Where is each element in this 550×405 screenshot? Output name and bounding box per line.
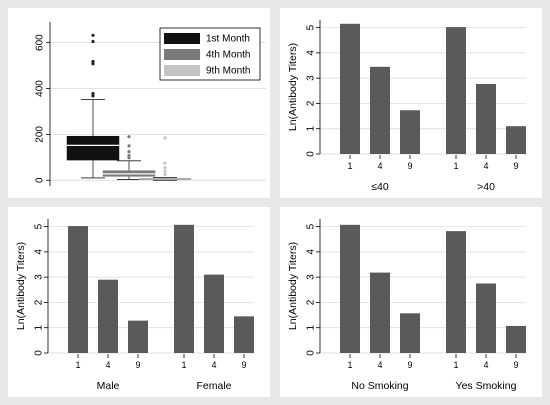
y-tick-label: 5 bbox=[34, 223, 45, 229]
x-tick-label: 9 bbox=[513, 161, 518, 171]
box-outlier bbox=[91, 59, 95, 64]
y-tick-label: 2 bbox=[306, 100, 317, 106]
y-tick-label: 1 bbox=[306, 125, 317, 131]
legend-swatch bbox=[164, 65, 200, 76]
box-outlier bbox=[163, 172, 167, 177]
box-outlier bbox=[127, 144, 131, 148]
bar bbox=[476, 83, 496, 154]
y-tick-label: 5 bbox=[306, 223, 317, 229]
x-tick-label: 9 bbox=[135, 360, 140, 370]
smoking-bar-chart: 0 1 2 3 4 5 Ln(Antibody Titers) 1 4 9 No Smoking 1 4… bbox=[287, 219, 526, 392]
group-label: ≤40 bbox=[371, 181, 389, 193]
group-label: Yes Smoking bbox=[456, 380, 517, 392]
bar bbox=[234, 316, 254, 353]
x-tick-label: 9 bbox=[513, 360, 518, 370]
box-outlier bbox=[163, 169, 167, 173]
y-tick-label: 400 bbox=[35, 80, 46, 97]
legend-swatch bbox=[164, 49, 200, 60]
x-tick-label: 9 bbox=[407, 360, 412, 370]
y-tick-label: 1 bbox=[34, 324, 45, 330]
y-tick-label: 3 bbox=[34, 274, 45, 280]
legend-label: 1st Month bbox=[206, 34, 250, 45]
box-outlier bbox=[163, 161, 167, 165]
bar bbox=[446, 231, 466, 353]
age-bar-chart: 0 1 2 3 4 5 Ln(Antibody Titers) 1 4 9 ≤40 1 4 9 >40 bbox=[287, 20, 526, 193]
x-tick-label: 1 bbox=[181, 360, 186, 370]
x-tick-label: 1 bbox=[453, 360, 458, 370]
bar bbox=[68, 226, 88, 353]
box-outlier bbox=[127, 149, 131, 154]
y-axis-title: Ln(Antibody Titers) bbox=[15, 242, 27, 330]
y-tick-label: 0 bbox=[35, 177, 46, 183]
y-tick-label: 3 bbox=[306, 75, 317, 81]
bar bbox=[340, 224, 360, 353]
y-tick-label: 0 bbox=[306, 350, 317, 356]
legend-swatch bbox=[164, 33, 200, 44]
group-label: Male bbox=[97, 380, 120, 392]
x-tick-label: 9 bbox=[241, 360, 246, 370]
box-iqr bbox=[66, 135, 120, 161]
x-tick-label: 1 bbox=[347, 161, 352, 171]
box-outlier bbox=[91, 94, 95, 98]
bar bbox=[174, 224, 194, 353]
sex-bar-chart: 0 1 2 3 4 5 Ln(Antibody Titers) 1 4 9 Male 1 4 9 Femal… bbox=[15, 219, 254, 392]
bar bbox=[400, 110, 420, 154]
bar bbox=[204, 274, 224, 353]
boxplot-chart: 0 200 400 600 1st Month 4th Month 9th Month bbox=[35, 22, 266, 186]
y-tick-label: 1 bbox=[306, 324, 317, 330]
y-axis-title: Ln(Antibody Titers) bbox=[287, 43, 299, 131]
bar bbox=[370, 66, 390, 154]
bar bbox=[370, 272, 390, 353]
box-outlier bbox=[91, 62, 95, 66]
y-tick-label: 4 bbox=[34, 249, 45, 255]
bar bbox=[446, 27, 466, 154]
x-tick-label: 4 bbox=[483, 360, 488, 370]
y-tick-label: 5 bbox=[306, 24, 317, 30]
x-tick-label: 4 bbox=[211, 360, 216, 370]
smoking-bar-panel: 0 1 2 3 4 5 Ln(Antibody Titers) 1 4 9 No Smoking 1 4… bbox=[280, 207, 542, 397]
y-tick-label: 0 bbox=[306, 151, 317, 157]
box-outlier bbox=[91, 33, 95, 37]
y-tick-label: 2 bbox=[306, 299, 317, 305]
x-tick-label: 1 bbox=[75, 360, 80, 370]
y-tick-label: 0 bbox=[34, 350, 45, 356]
bar bbox=[506, 325, 526, 353]
y-tick-label: 2 bbox=[34, 299, 45, 305]
boxplot-panel: 0 200 400 600 1st Month 4th Month 9th Month bbox=[8, 8, 270, 198]
y-tick-label: 600 bbox=[35, 34, 46, 51]
x-tick-label: 1 bbox=[347, 360, 352, 370]
x-tick-label: 9 bbox=[407, 161, 412, 171]
box-outlier bbox=[91, 39, 95, 44]
group-label: No Smoking bbox=[351, 380, 408, 392]
sex-bar-panel: 0 1 2 3 4 5 Ln(Antibody Titers) 1 4 9 Male 1 4 9 Femal… bbox=[8, 207, 270, 397]
bar bbox=[506, 126, 526, 154]
y-tick-label: 4 bbox=[306, 249, 317, 255]
x-tick-label: 4 bbox=[377, 360, 382, 370]
y-axis-title: Ln(Antibody Titers) bbox=[287, 242, 299, 330]
x-tick-label: 4 bbox=[377, 161, 382, 171]
bar bbox=[340, 23, 360, 155]
group-label: >40 bbox=[477, 181, 495, 193]
bar bbox=[128, 320, 148, 353]
y-tick-label: 4 bbox=[306, 50, 317, 56]
legend-label: 4th Month bbox=[206, 50, 250, 61]
bar bbox=[98, 279, 118, 353]
bar bbox=[476, 283, 496, 353]
box-outlier bbox=[127, 156, 131, 160]
x-tick-label: 4 bbox=[483, 161, 488, 171]
box-outlier bbox=[163, 166, 167, 170]
y-tick-label: 3 bbox=[306, 274, 317, 280]
group-label: Female bbox=[196, 380, 231, 392]
box-outlier bbox=[91, 91, 95, 96]
age-bar-panel: 0 1 2 3 4 5 Ln(Antibody Titers) 1 4 9 ≤40 1 4 9 >40 bbox=[280, 8, 542, 198]
y-tick-label: 200 bbox=[35, 126, 46, 143]
box-outlier bbox=[127, 153, 131, 158]
bar bbox=[400, 313, 420, 353]
box-outlier bbox=[127, 135, 131, 139]
legend-label: 9th Month bbox=[206, 66, 250, 77]
x-tick-label: 1 bbox=[453, 161, 458, 171]
box-outlier bbox=[163, 136, 167, 140]
x-tick-label: 4 bbox=[105, 360, 110, 370]
